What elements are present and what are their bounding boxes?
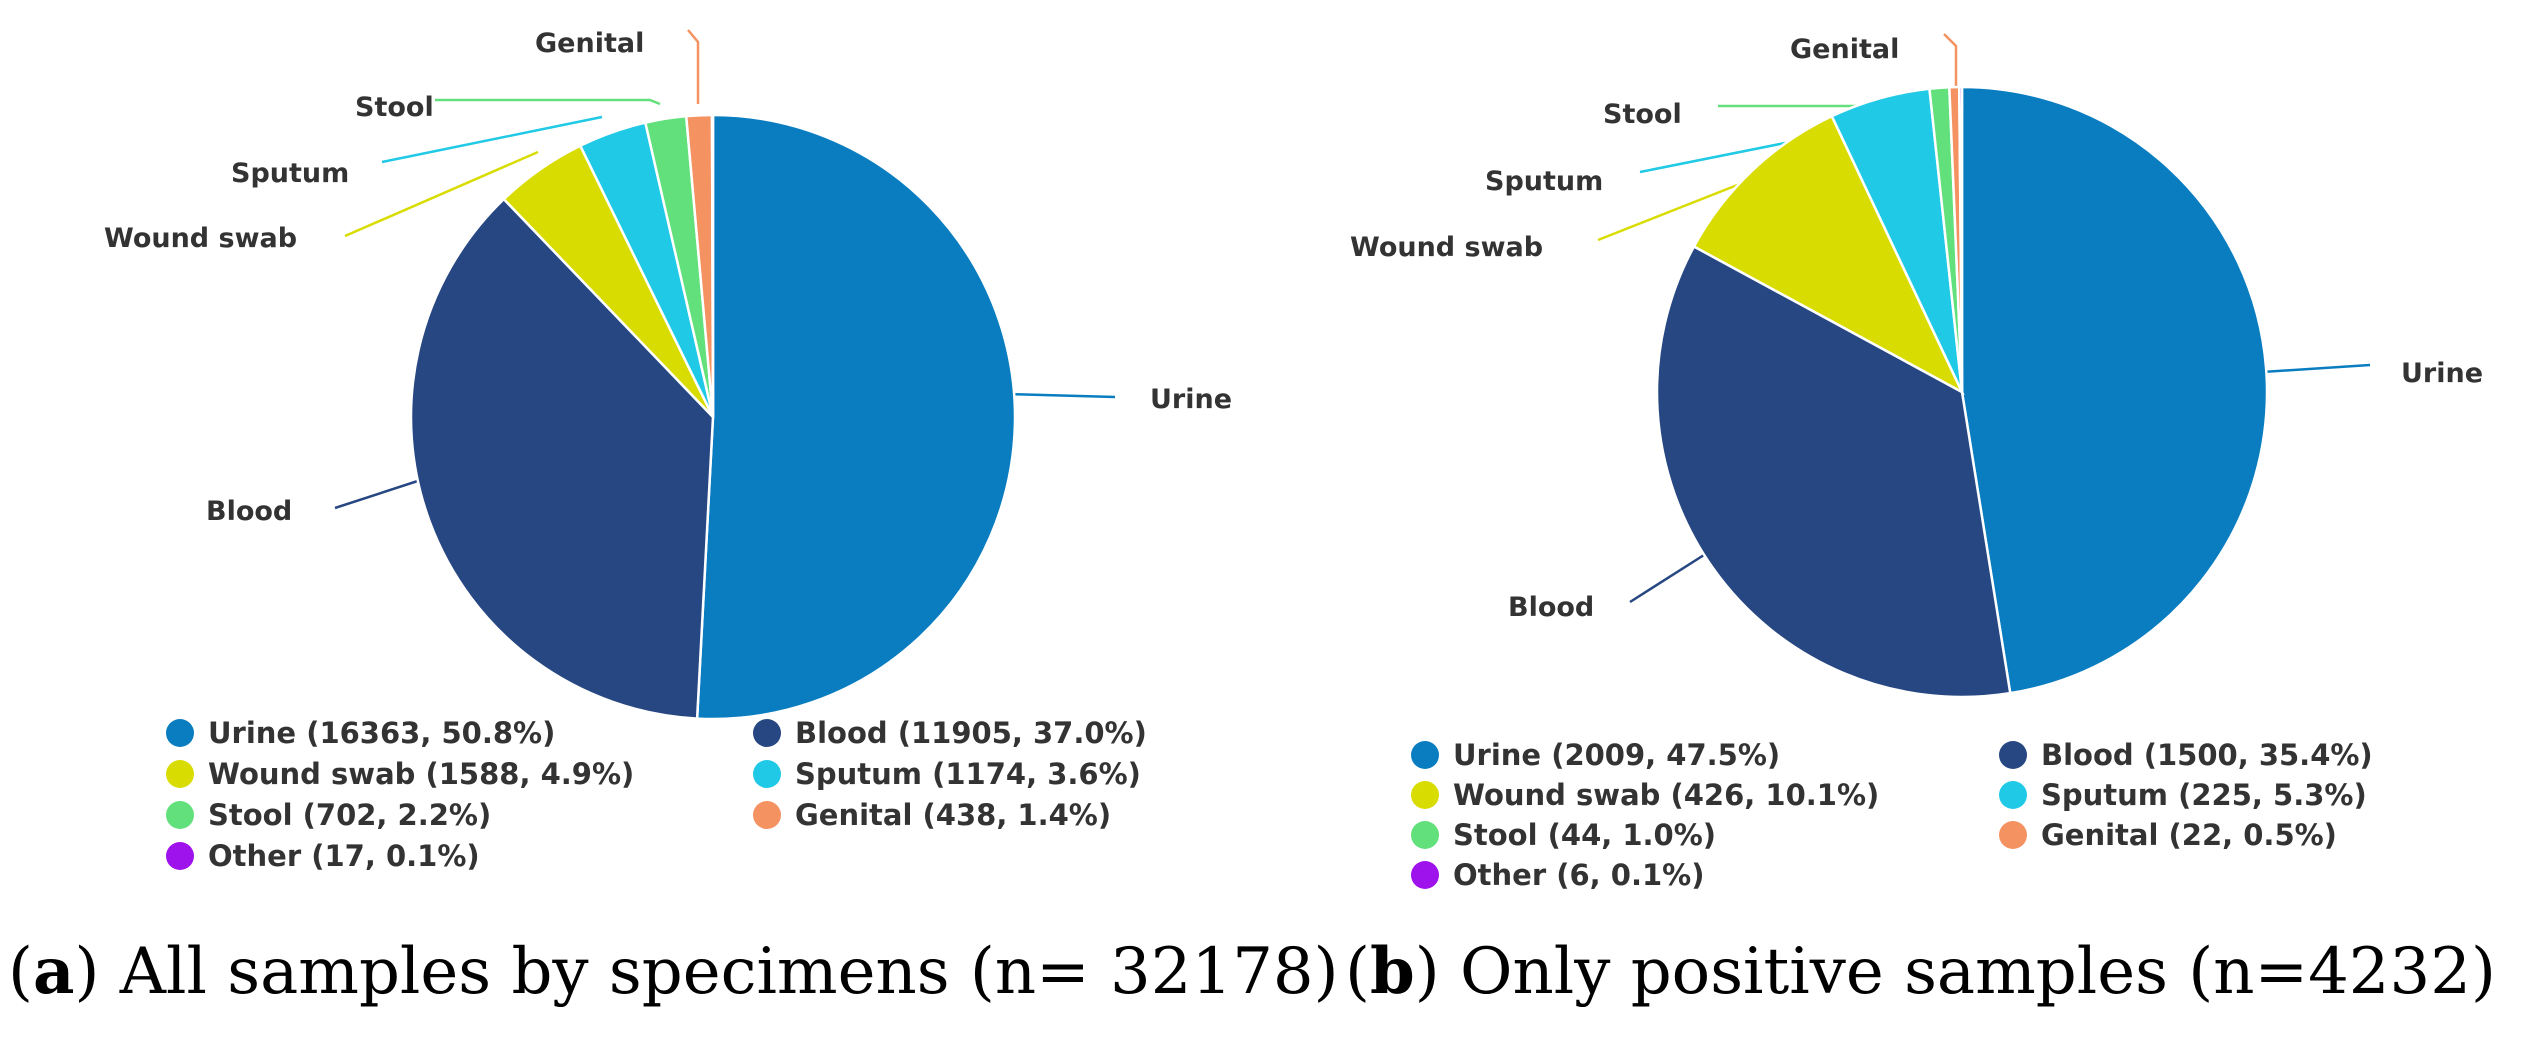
- slice-label-stool: Stool: [1603, 99, 1682, 130]
- legend-item-genital[interactable]: Genital (438, 1.4%): [795, 798, 1111, 832]
- slice-label-blood: Blood: [1508, 592, 1594, 623]
- leader-line-wound-swab: [344, 150, 539, 238]
- slice-label-blood: Blood: [206, 496, 292, 527]
- legend-item-urine[interactable]: Urine (16363, 50.8%): [208, 716, 555, 750]
- legend-marker-blood[interactable]: [753, 719, 781, 747]
- slice-label-stool: Stool: [355, 92, 434, 123]
- pie-slice-blood[interactable]: [1655, 244, 2012, 699]
- legend-marker-urine[interactable]: [166, 719, 194, 747]
- pie-chart-a: Urine Blood Wound swab Sputum Stool Genital Ur…: [104, 28, 1232, 873]
- legend-item-urine[interactable]: Urine (2009, 47.5%): [1453, 738, 1780, 772]
- slice-label-urine: Urine: [2401, 358, 2483, 389]
- pie-slice-urine[interactable]: [1960, 85, 2269, 695]
- slice-label-wound-swab: Wound swab: [1350, 232, 1543, 263]
- slice-label-sputum: Sputum: [1485, 166, 1603, 197]
- legend-marker-wound-swab[interactable]: [1411, 781, 1439, 809]
- leader-line-genital: [687, 29, 700, 104]
- legend-marker-sputum[interactable]: [1999, 781, 2027, 809]
- slice-label-urine: Urine: [1150, 384, 1232, 415]
- leader-line-stool: [435, 98, 661, 106]
- slice-label-genital: Genital: [535, 28, 644, 59]
- pie-slice-urine[interactable]: [695, 113, 1017, 721]
- legend-marker-stool[interactable]: [166, 801, 194, 829]
- legend-marker-wound-swab[interactable]: [166, 760, 194, 788]
- legend-item-wound-swab[interactable]: Wound swab (1588, 4.9%): [208, 757, 634, 791]
- legend-item-other[interactable]: Other (17, 0.1%): [208, 839, 480, 873]
- leader-line-sputum: [381, 115, 603, 164]
- legend-marker-other[interactable]: [166, 842, 194, 870]
- caption-b: (b) Only positive samples (n=4232): [1345, 934, 2496, 1009]
- legend-marker-sputum[interactable]: [753, 760, 781, 788]
- legend-item-blood[interactable]: Blood (11905, 37.0%): [795, 716, 1147, 750]
- legend-item-blood[interactable]: Blood (1500, 35.4%): [2041, 738, 2373, 772]
- leader-line-blood: [334, 475, 431, 510]
- legend-item-stool[interactable]: Stool (702, 2.2%): [208, 798, 491, 832]
- legend-item-genital[interactable]: Genital (22, 0.5%): [2041, 818, 2337, 852]
- legend-item-other[interactable]: Other (6, 0.1%): [1453, 858, 1704, 892]
- legend-item-wound-swab[interactable]: Wound swab (426, 10.1%): [1453, 778, 1879, 812]
- pie-slice-other[interactable]: [1958, 85, 1964, 393]
- legend-item-sputum[interactable]: Sputum (225, 5.3%): [2041, 778, 2367, 812]
- pie-slice-blood[interactable]: [409, 197, 715, 720]
- leader-line-urine: [1004, 392, 1116, 399]
- pie-slice-wound-swab[interactable]: [1692, 114, 1965, 395]
- pie-chart-b: Urine Blood Wound swab Sputum Stool Genital Ur…: [1350, 33, 2483, 892]
- leader-line-urine: [2261, 363, 2371, 374]
- caption-a-text: ) All samples by specimens (n= 32178): [74, 935, 1339, 1009]
- legend-item-stool[interactable]: Stool (44, 1.0%): [1453, 818, 1716, 852]
- legend-item-sputum[interactable]: Sputum (1174, 3.6%): [795, 757, 1141, 791]
- legend-marker-other[interactable]: [1411, 861, 1439, 889]
- legend-marker-stool[interactable]: [1411, 821, 1439, 849]
- leader-line-blood: [1629, 546, 1716, 604]
- caption-b-text: ) Only positive samples (n=4232): [1414, 935, 2496, 1009]
- legend-marker-genital[interactable]: [1999, 821, 2027, 849]
- slice-label-sputum: Sputum: [231, 158, 349, 189]
- caption-b-letter: b: [1369, 934, 1415, 1009]
- caption-a-letter: a: [32, 934, 75, 1009]
- caption-a: (a) All samples by specimens (n= 32178): [8, 934, 1339, 1009]
- pie-slice-other[interactable]: [710, 113, 715, 418]
- legend-marker-genital[interactable]: [753, 801, 781, 829]
- legend-marker-blood[interactable]: [1999, 741, 2027, 769]
- leader-line-wound-swab: [1597, 178, 1751, 242]
- legend-marker-urine[interactable]: [1411, 741, 1439, 769]
- slice-label-genital: Genital: [1790, 34, 1899, 65]
- slice-label-wound-swab: Wound swab: [104, 223, 297, 254]
